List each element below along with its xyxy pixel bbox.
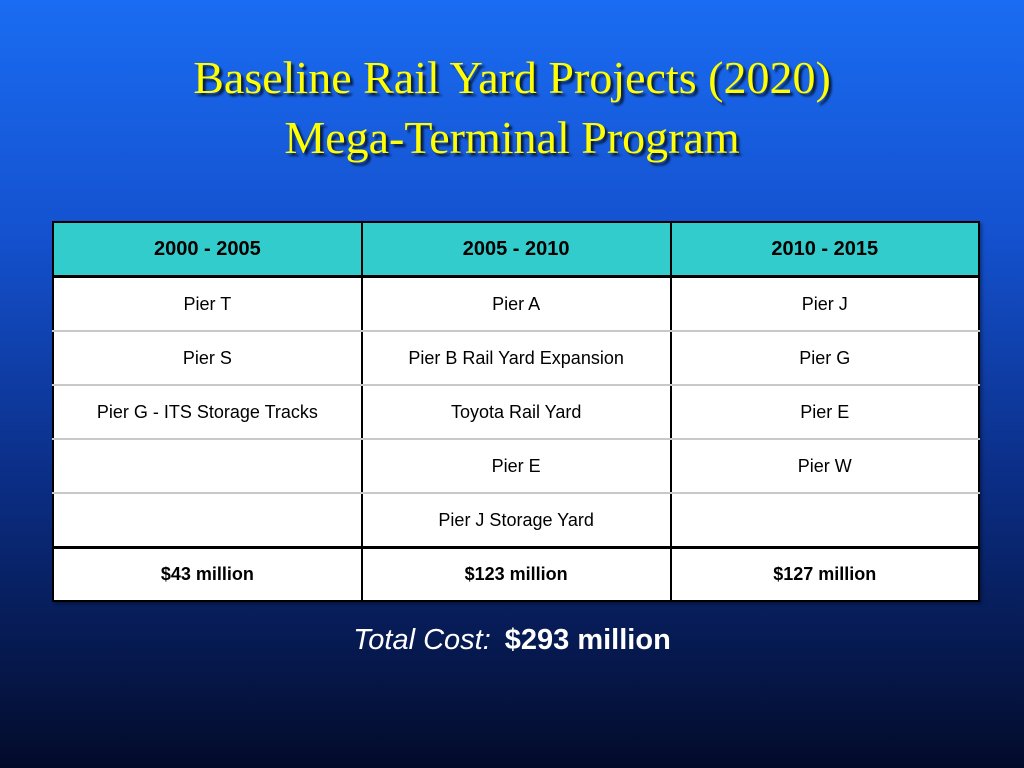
table-row: Pier T Pier A Pier J [52,275,981,332]
header-cell-2005-2010: 2005 - 2010 [360,221,672,278]
total-cost-line: Total Cost: $293 million [0,624,1024,657]
table-cell: Pier S [52,330,363,386]
table-cell: Pier T [52,275,363,332]
table-cell [669,492,981,549]
total-cost-value: $293 million [504,624,671,656]
totals-row: $43 million $123 million $127 million [52,546,981,602]
table-cell: Pier J Storage Yard [360,492,672,549]
table-cell: Pier G - ITS Storage Tracks [52,384,363,440]
header-row: 2000 - 2005 2005 - 2010 2010 - 2015 [52,221,981,278]
header-cell-2000-2005: 2000 - 2005 [52,221,363,278]
table-row: Pier E Pier W [52,438,981,494]
table-cell: Pier E [669,384,981,440]
table-cell: Pier E [360,438,672,494]
total-cell-2000-2005: $43 million [52,546,363,602]
projects-table: 2000 - 2005 2005 - 2010 2010 - 2015 Pier… [52,221,981,602]
slide-title: Baseline Rail Yard Projects (2020) Mega-… [0,48,1024,168]
table-cell: Pier A [360,275,672,332]
total-cell-2010-2015: $127 million [669,546,981,602]
table-row: Pier S Pier B Rail Yard Expansion Pier G [52,330,981,386]
table-cell: Toyota Rail Yard [360,384,672,440]
table-cell: Pier W [669,438,981,494]
table-cell: Pier J [669,275,981,332]
total-cell-2005-2010: $123 million [360,546,672,602]
total-cost-label: Total Cost: [353,624,491,656]
table-cell: Pier B Rail Yard Expansion [360,330,672,386]
title-line-2: Mega-Terminal Program [284,112,740,163]
table-row: Pier G - ITS Storage Tracks Toyota Rail … [52,384,981,440]
table-row: Pier J Storage Yard [52,492,981,549]
table-cell [52,438,363,494]
header-cell-2010-2015: 2010 - 2015 [669,221,981,278]
table-cell [52,492,363,549]
table-cell: Pier G [669,330,981,386]
title-line-1: Baseline Rail Yard Projects (2020) [193,52,831,103]
